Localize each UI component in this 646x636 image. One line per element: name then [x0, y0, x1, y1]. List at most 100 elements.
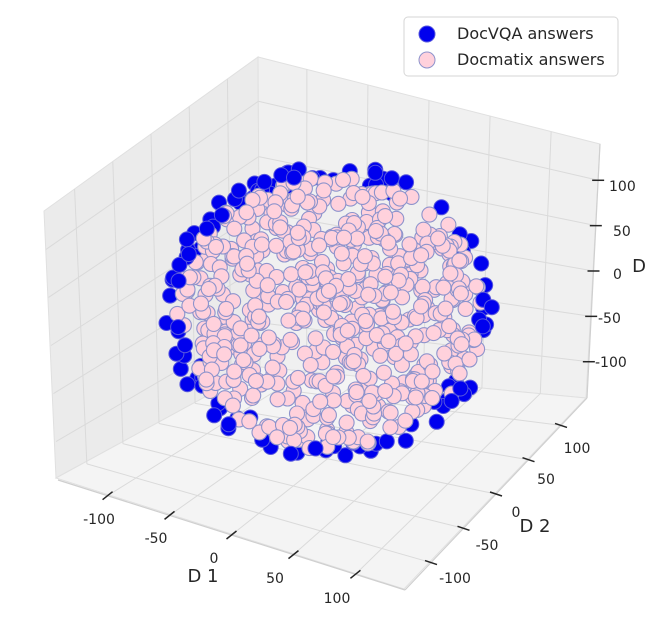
point-docmatix	[407, 389, 424, 406]
point-docvqa	[307, 440, 324, 457]
point-docmatix	[320, 407, 337, 424]
point-docmatix	[268, 429, 286, 446]
x-axis-ticks: -100 -50 0 50 100	[83, 512, 350, 607]
point-docmatix	[297, 264, 314, 281]
point-docmatix	[441, 318, 458, 335]
point-docmatix	[440, 216, 457, 233]
point-docmatix	[451, 252, 468, 269]
point-docmatix	[216, 346, 233, 363]
point-docmatix	[253, 236, 270, 253]
point-docmatix	[226, 220, 243, 237]
point-docmatix	[451, 365, 468, 382]
point-docmatix	[281, 419, 299, 436]
point-docmatix	[457, 300, 474, 317]
z-tick-label: -100	[595, 355, 627, 371]
point-docmatix	[331, 295, 348, 313]
z-tick-label: 100	[609, 179, 636, 195]
point-docvqa	[256, 173, 273, 190]
point-docmatix	[266, 203, 283, 220]
legend-marker-docmatix	[418, 51, 436, 69]
point-docmatix	[251, 340, 268, 357]
point-docmatix	[430, 230, 447, 247]
point-docmatix	[357, 312, 374, 330]
point-docmatix	[338, 414, 355, 431]
point-docmatix	[325, 343, 342, 360]
point-docmatix	[325, 392, 342, 409]
y-tick-label: -100	[439, 571, 471, 587]
z-tick-label: -50	[598, 311, 621, 327]
point-docmatix	[401, 236, 418, 253]
point-docmatix	[250, 308, 267, 325]
point-docmatix	[205, 315, 222, 332]
point-docmatix	[325, 368, 342, 385]
point-docmatix	[239, 255, 256, 272]
point-docvqa	[170, 272, 187, 289]
point-docmatix	[340, 271, 357, 288]
point-docmatix	[283, 266, 300, 283]
point-docmatix	[468, 278, 485, 295]
point-docmatix	[311, 237, 328, 254]
point-docmatix	[238, 204, 255, 221]
z-axis-label: D	[632, 256, 646, 277]
point-docvqa	[180, 246, 197, 263]
point-docmatix	[361, 392, 378, 410]
point-docmatix	[348, 384, 365, 401]
point-docmatix	[241, 413, 258, 430]
point-docmatix	[335, 229, 353, 246]
point-docmatix	[272, 219, 289, 236]
legend: DocVQA answers Docmatix answers	[403, 16, 619, 77]
point-docmatix	[377, 208, 394, 225]
point-docvqa	[443, 393, 460, 409]
point-docmatix	[377, 382, 394, 400]
point-docmatix	[413, 298, 430, 315]
point-docmatix	[425, 325, 442, 342]
point-docmatix	[359, 433, 376, 450]
point-docmatix	[243, 327, 260, 344]
point-docmatix	[355, 367, 372, 384]
point-docmatix	[415, 221, 432, 238]
point-docmatix	[315, 182, 332, 199]
point-docvqa	[179, 376, 196, 393]
point-docmatix	[421, 206, 438, 223]
point-docmatix	[289, 369, 307, 386]
point-docmatix	[302, 356, 319, 374]
point-docvqa	[367, 164, 384, 181]
y-tick-label: -50	[476, 538, 499, 554]
point-docmatix	[235, 352, 252, 369]
point-docvqa	[473, 255, 490, 272]
x-tick-label: -100	[83, 512, 115, 528]
y-axis-label: D 2	[519, 516, 550, 537]
point-docmatix	[259, 277, 276, 294]
point-docmatix	[397, 335, 414, 352]
legend-frame	[403, 16, 619, 77]
z-axis-ticks: -100 -50 0 50 100	[595, 179, 636, 371]
point-docmatix	[424, 390, 441, 407]
y-tick-label: 100	[564, 441, 591, 457]
point-docmatix	[294, 310, 312, 327]
point-docvqa	[171, 256, 188, 273]
point-docmatix	[247, 372, 264, 390]
point-docmatix	[372, 347, 389, 364]
point-docmatix	[320, 282, 337, 299]
point-docvqa	[230, 182, 247, 199]
point-docmatix	[384, 303, 401, 320]
x-tick-label: -50	[145, 531, 168, 547]
point-docmatix	[207, 238, 225, 255]
point-docmatix	[260, 329, 277, 346]
point-docmatix	[218, 300, 235, 317]
point-docvqa	[282, 445, 299, 462]
point-docvqa	[198, 220, 215, 237]
point-docmatix	[192, 295, 210, 312]
x-tick-label: 0	[210, 551, 219, 567]
point-docvqa	[220, 416, 237, 433]
y-tick-label: 50	[537, 472, 555, 488]
point-docmatix	[268, 237, 285, 254]
point-docmatix	[269, 391, 286, 408]
point-docmatix	[382, 419, 399, 436]
point-docmatix	[200, 280, 217, 298]
point-docmatix	[452, 285, 469, 302]
point-docmatix	[307, 330, 324, 347]
point-docmatix	[413, 373, 430, 390]
point-docmatix	[278, 293, 295, 310]
point-docmatix	[282, 331, 299, 348]
